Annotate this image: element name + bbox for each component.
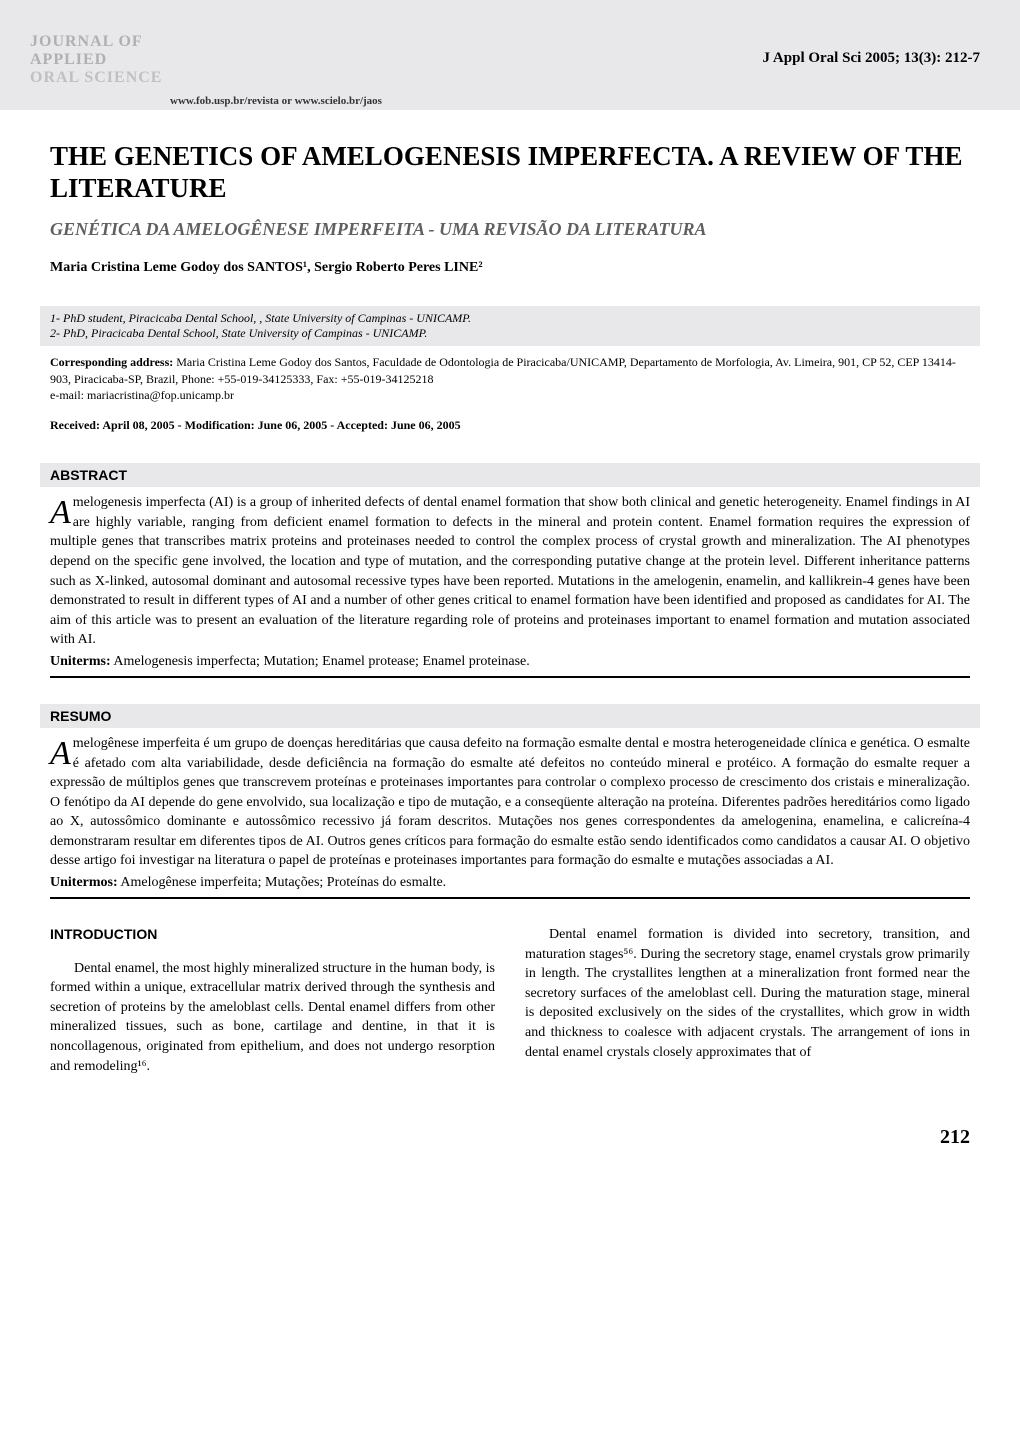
logo-line-3: ORAL SCIENCE (30, 69, 162, 87)
logo: JOURNAL OF APPLIED ORAL SCIENCE (0, 23, 162, 87)
logo-line-1: JOURNAL OF (30, 33, 162, 51)
intro-paragraph-1: Dental enamel, the most highly mineraliz… (50, 959, 495, 1077)
publication-dates: Received: April 08, 2005 - Modification:… (50, 418, 970, 433)
corresponding-email: e-mail: mariacristina@fop.unicamp.br (50, 388, 234, 402)
header-band: JOURNAL OF APPLIED ORAL SCIENCE J Appl O… (0, 0, 1020, 110)
unitermos-label: Unitermos: (50, 875, 118, 890)
divider (50, 676, 970, 678)
authors: Maria Cristina Leme Godoy dos SANTOS¹, S… (50, 260, 970, 276)
introduction-header: INTRODUCTION (50, 925, 495, 945)
article-subtitle: GENÉTICA DA AMELOGÊNESE IMPERFEITA - UMA… (50, 219, 970, 240)
resumo-text: melogênese imperfeita é um grupo de doen… (50, 736, 970, 869)
journal-url: www.fob.usp.br/revista or www.scielo.br/… (170, 92, 382, 110)
uniterms-text: Amelogenesis imperfecta; Mutation; Ename… (111, 654, 530, 669)
divider (50, 897, 970, 899)
dropcap: A (50, 499, 71, 526)
dropcap: A (50, 740, 71, 767)
column-right: Dental enamel formation is divided into … (525, 925, 970, 1076)
resumo-body: Amelogênese imperfeita é um grupo de doe… (50, 734, 970, 871)
article-title: THE GENETICS OF AMELOGENESIS IMPERFECTA.… (50, 140, 970, 205)
column-left: INTRODUCTION Dental enamel, the most hig… (50, 925, 495, 1076)
page-number: 212 (0, 1106, 1020, 1169)
abstract-text: melogenesis imperfecta (AI) is a group o… (50, 495, 970, 647)
abstract-header: ABSTRACT (40, 463, 980, 487)
journal-citation: J Appl Oral Sci 2005; 13(3): 212-7 (763, 50, 981, 67)
affiliation-2: 2- PhD, Piracicaba Dental School, State … (50, 326, 970, 341)
abstract-body: Amelogenesis imperfecta (AI) is a group … (50, 493, 970, 650)
corresponding-text: Maria Cristina Leme Godoy dos Santos, Fa… (50, 355, 956, 386)
uniterms-label: Uniterms: (50, 654, 111, 669)
logo-line-2: APPLIED (30, 51, 162, 69)
corresponding-label: Corresponding address: (50, 355, 173, 369)
content-area: THE GENETICS OF AMELOGENESIS IMPERFECTA.… (0, 110, 1020, 1106)
unitermos: Unitermos: Amelogênese imperfeita; Mutaç… (50, 875, 970, 895)
affiliations: 1- PhD student, Piracicaba Dental School… (40, 306, 980, 346)
two-column-layout: INTRODUCTION Dental enamel, the most hig… (50, 925, 970, 1076)
intro-paragraph-2: Dental enamel formation is divided into … (525, 925, 970, 1062)
uniterms: Uniterms: Amelogenesis imperfecta; Mutat… (50, 654, 970, 674)
unitermos-text: Amelogênese imperfeita; Mutações; Proteí… (118, 875, 447, 890)
affiliation-1: 1- PhD student, Piracicaba Dental School… (50, 311, 970, 326)
resumo-header: RESUMO (40, 704, 980, 728)
corresponding-address: Corresponding address: Maria Cristina Le… (50, 354, 970, 404)
